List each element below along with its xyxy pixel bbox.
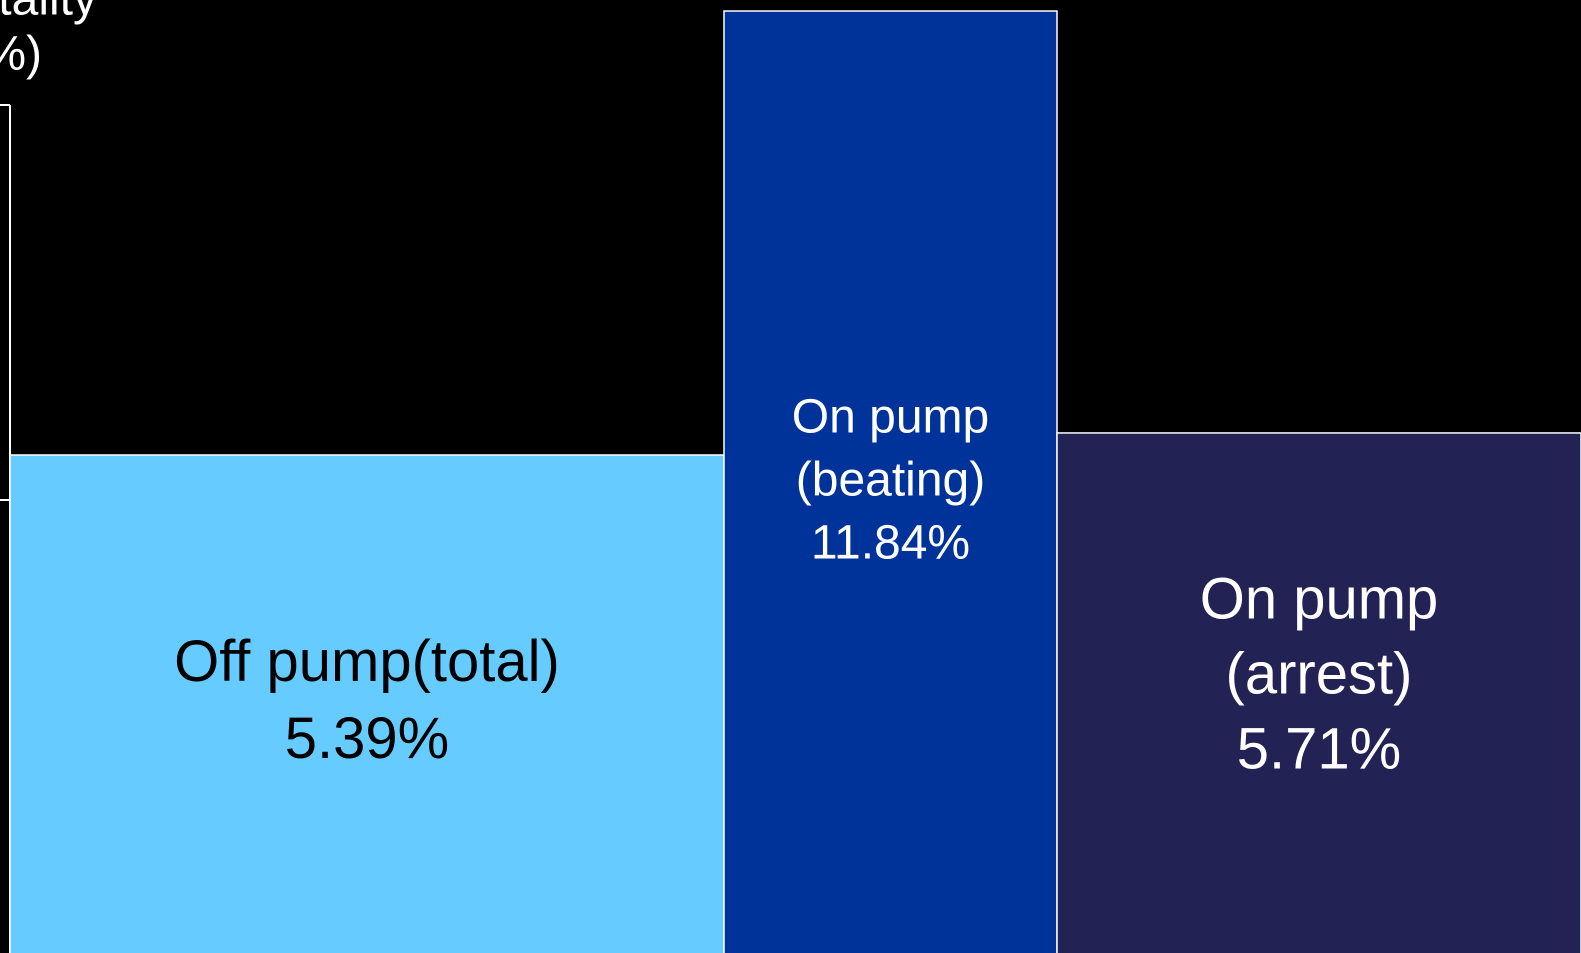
bar (1056, 432, 1581, 953)
bar-category-label: (beating) (796, 454, 985, 507)
y-axis-label: Mortality (0, 0, 97, 26)
bar-category-label: (arrest) (1226, 641, 1413, 706)
bar-category-label: On pump (1200, 566, 1439, 631)
bar-value-label: 5.39% (285, 706, 449, 771)
bar-category-label: Off pump(total) (174, 629, 560, 694)
bar-value-label: 11.84% (811, 517, 970, 570)
bar-category-label: On pump (792, 391, 989, 444)
bar-value-label: 5.71% (1237, 716, 1401, 781)
bar (723, 10, 1058, 953)
y-axis-label: (%) (0, 28, 42, 81)
bar (9, 454, 725, 953)
